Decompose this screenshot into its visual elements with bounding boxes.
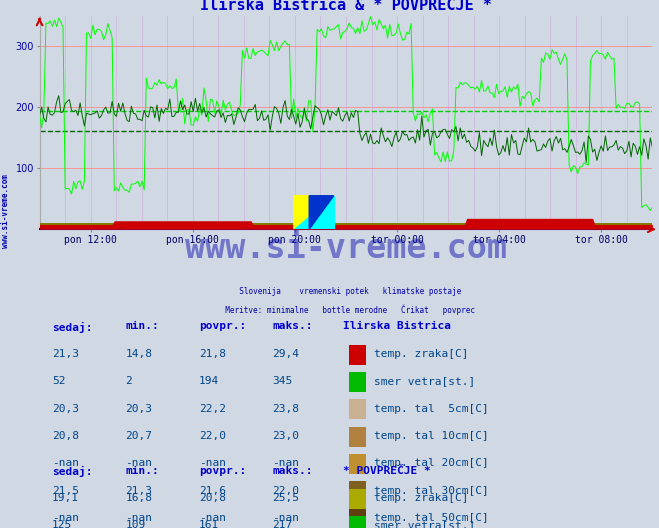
Text: 20,8: 20,8 (52, 431, 79, 441)
Polygon shape (294, 196, 333, 229)
Text: 52: 52 (52, 376, 65, 386)
Bar (349, 454, 366, 474)
Text: 21,8: 21,8 (199, 349, 226, 359)
Text: 29,4: 29,4 (272, 349, 299, 359)
Text: min.:: min.: (125, 466, 159, 476)
Text: 161: 161 (199, 520, 219, 528)
Text: 21,5: 21,5 (52, 486, 79, 496)
Text: sedaj:: sedaj: (52, 322, 92, 333)
Title: Ilirska Bistrica & * POVPREČJE *: Ilirska Bistrica & * POVPREČJE * (200, 0, 492, 13)
Text: www.si-vreme.com: www.si-vreme.com (1, 174, 10, 248)
Text: -nan: -nan (199, 458, 226, 468)
Text: maks.:: maks.: (272, 466, 313, 476)
Bar (349, 399, 366, 419)
Text: 217: 217 (272, 520, 293, 528)
Text: povpr.:: povpr.: (199, 466, 246, 476)
Text: 20,7: 20,7 (125, 431, 152, 441)
Bar (349, 372, 366, 392)
Text: -nan: -nan (199, 513, 226, 523)
Text: 23,0: 23,0 (272, 431, 299, 441)
Text: temp. tal 20cm[C]: temp. tal 20cm[C] (374, 458, 488, 468)
Text: smer vetra[st.]: smer vetra[st.] (374, 376, 474, 386)
Text: -nan: -nan (125, 513, 152, 523)
Polygon shape (309, 196, 333, 229)
Bar (349, 509, 366, 528)
Bar (349, 516, 366, 528)
Text: 22,0: 22,0 (199, 431, 226, 441)
Text: smer vetra[st.]: smer vetra[st.] (374, 520, 474, 528)
Text: 20,8: 20,8 (199, 493, 226, 503)
Bar (349, 427, 366, 447)
Text: povpr.:: povpr.: (199, 322, 246, 332)
Text: min.:: min.: (125, 322, 159, 332)
Text: 16,8: 16,8 (125, 493, 152, 503)
Text: -nan: -nan (125, 458, 152, 468)
Text: Ilirska Bistrica: Ilirska Bistrica (343, 322, 451, 332)
Polygon shape (294, 196, 333, 229)
Text: 20,3: 20,3 (125, 403, 152, 413)
Bar (349, 482, 366, 502)
Text: -nan: -nan (272, 513, 299, 523)
Text: www.si-vreme.com: www.si-vreme.com (185, 232, 507, 265)
Bar (349, 488, 366, 509)
Text: -nan: -nan (272, 458, 299, 468)
Text: -nan: -nan (52, 513, 79, 523)
Text: temp. zraka[C]: temp. zraka[C] (374, 493, 468, 503)
Text: 19,1: 19,1 (52, 493, 79, 503)
Text: 22,0: 22,0 (272, 486, 299, 496)
Text: temp. tal 30cm[C]: temp. tal 30cm[C] (374, 486, 488, 496)
Text: Meritve: minimalne   bottle merodne   Črikat   povprec: Meritve: minimalne bottle merodne Črikat… (216, 304, 476, 315)
Text: 21,6: 21,6 (199, 486, 226, 496)
Text: 21,3: 21,3 (52, 349, 79, 359)
Text: 345: 345 (272, 376, 293, 386)
Text: temp. tal 50cm[C]: temp. tal 50cm[C] (374, 513, 488, 523)
Text: 23,8: 23,8 (272, 403, 299, 413)
Bar (349, 345, 366, 365)
Text: -nan: -nan (52, 458, 79, 468)
Text: 25,5: 25,5 (272, 493, 299, 503)
Text: 194: 194 (199, 376, 219, 386)
Text: 2: 2 (125, 376, 132, 386)
Text: Slovenija    vremenski potek   klimatske postaje: Slovenija vremenski potek klimatske post… (231, 287, 461, 296)
Text: 20,3: 20,3 (52, 403, 79, 413)
Text: 125: 125 (52, 520, 72, 528)
Text: maks.:: maks.: (272, 322, 313, 332)
Text: 14,8: 14,8 (125, 349, 152, 359)
Text: temp. tal  5cm[C]: temp. tal 5cm[C] (374, 403, 488, 413)
Text: * POVPREČJE *: * POVPREČJE * (343, 466, 431, 476)
Text: temp. tal 10cm[C]: temp. tal 10cm[C] (374, 431, 488, 441)
Text: 22,2: 22,2 (199, 403, 226, 413)
Text: 21,3: 21,3 (125, 486, 152, 496)
Text: sedaj:: sedaj: (52, 466, 92, 477)
Text: 109: 109 (125, 520, 146, 528)
Text: temp. zraka[C]: temp. zraka[C] (374, 349, 468, 359)
